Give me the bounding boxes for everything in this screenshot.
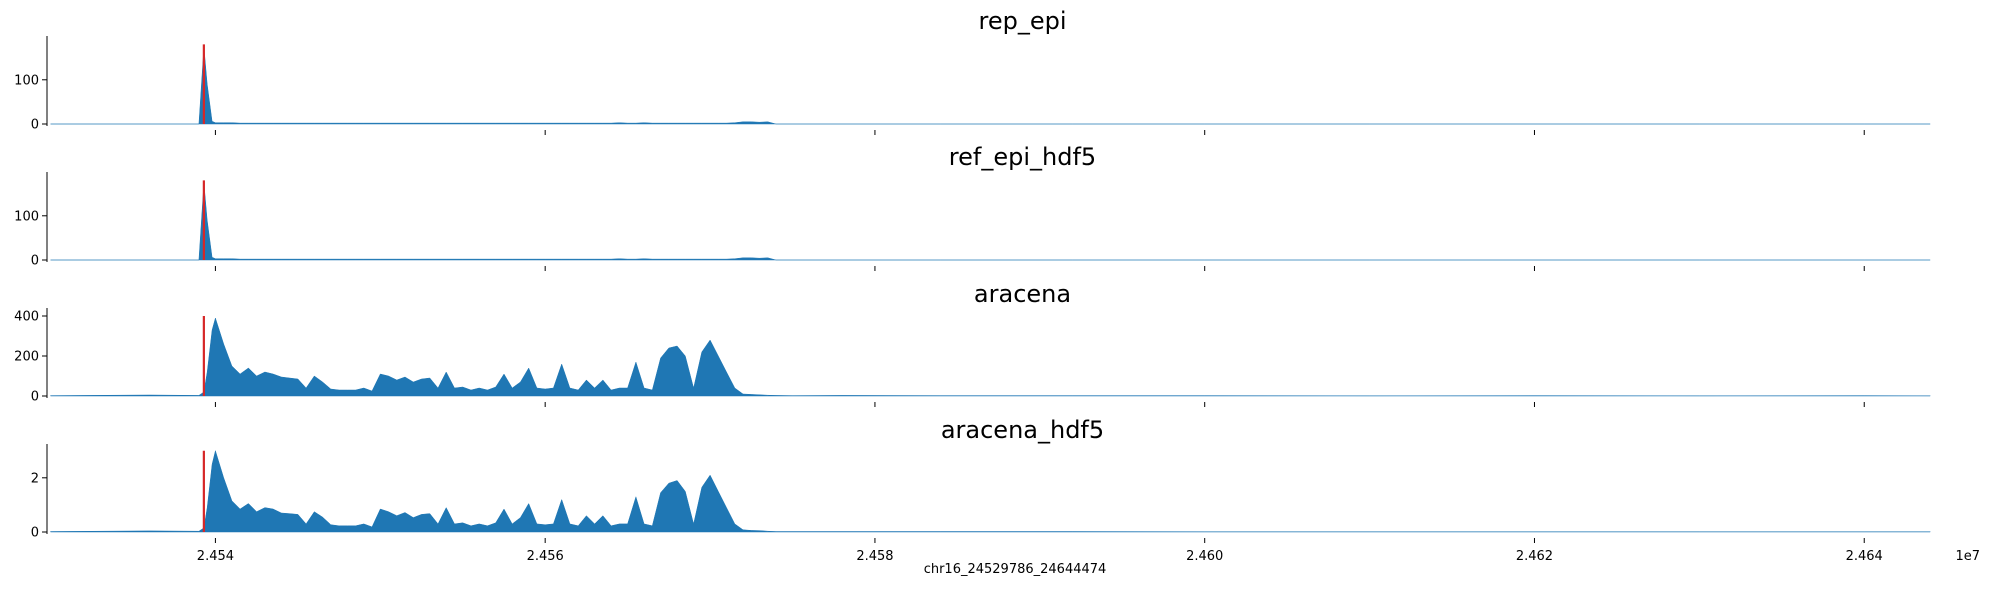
y-tick-label: 100 xyxy=(14,73,39,88)
y-tick-label: 400 xyxy=(14,310,39,325)
x-tick-label: 2.454 xyxy=(197,549,234,564)
panel-title: aracena_hdf5 xyxy=(941,416,1104,444)
track-panels: rep_epi 0 100 ref_epi_hdf5 0 100 aracena 0 200 40… xyxy=(14,7,1931,564)
panel-title: aracena xyxy=(974,280,1071,308)
panel-title: ref_epi_hdf5 xyxy=(949,143,1096,171)
y-tick-label: 100 xyxy=(14,209,39,224)
track-panel: aracena 0 200 400 xyxy=(14,280,1931,407)
track-panel: aracena_hdf5 0 2 2.454 2.456 2.458 2.460 2.462 2… xyxy=(31,416,1931,564)
x-tick-label: 2.460 xyxy=(1186,549,1223,564)
track-panel: rep_epi 0 100 xyxy=(14,7,1931,135)
y-tick-label: 2 xyxy=(31,471,39,486)
y-tick-label: 0 xyxy=(31,390,39,405)
x-tick-label: 2.462 xyxy=(1516,549,1553,564)
y-tick-label: 0 xyxy=(31,254,39,269)
signal-area xyxy=(50,449,1931,533)
panel-title: rep_epi xyxy=(978,7,1066,35)
x-tick-label: 2.464 xyxy=(1846,549,1883,564)
y-tick-label: 200 xyxy=(14,350,39,365)
y-tick-label: 0 xyxy=(31,118,39,133)
x-axis-offset-label: 1e7 xyxy=(1955,549,1980,564)
x-tick-label: 2.456 xyxy=(527,549,564,564)
signal-area xyxy=(50,317,1931,397)
x-axis-label: chr16_24529786_24644474 xyxy=(924,562,1107,577)
signal-area xyxy=(50,182,1931,261)
x-tick-label: 2.458 xyxy=(856,549,893,564)
signal-area xyxy=(50,46,1931,125)
y-tick-label: 0 xyxy=(31,526,39,541)
track-panel: ref_epi_hdf5 0 100 xyxy=(14,143,1931,271)
